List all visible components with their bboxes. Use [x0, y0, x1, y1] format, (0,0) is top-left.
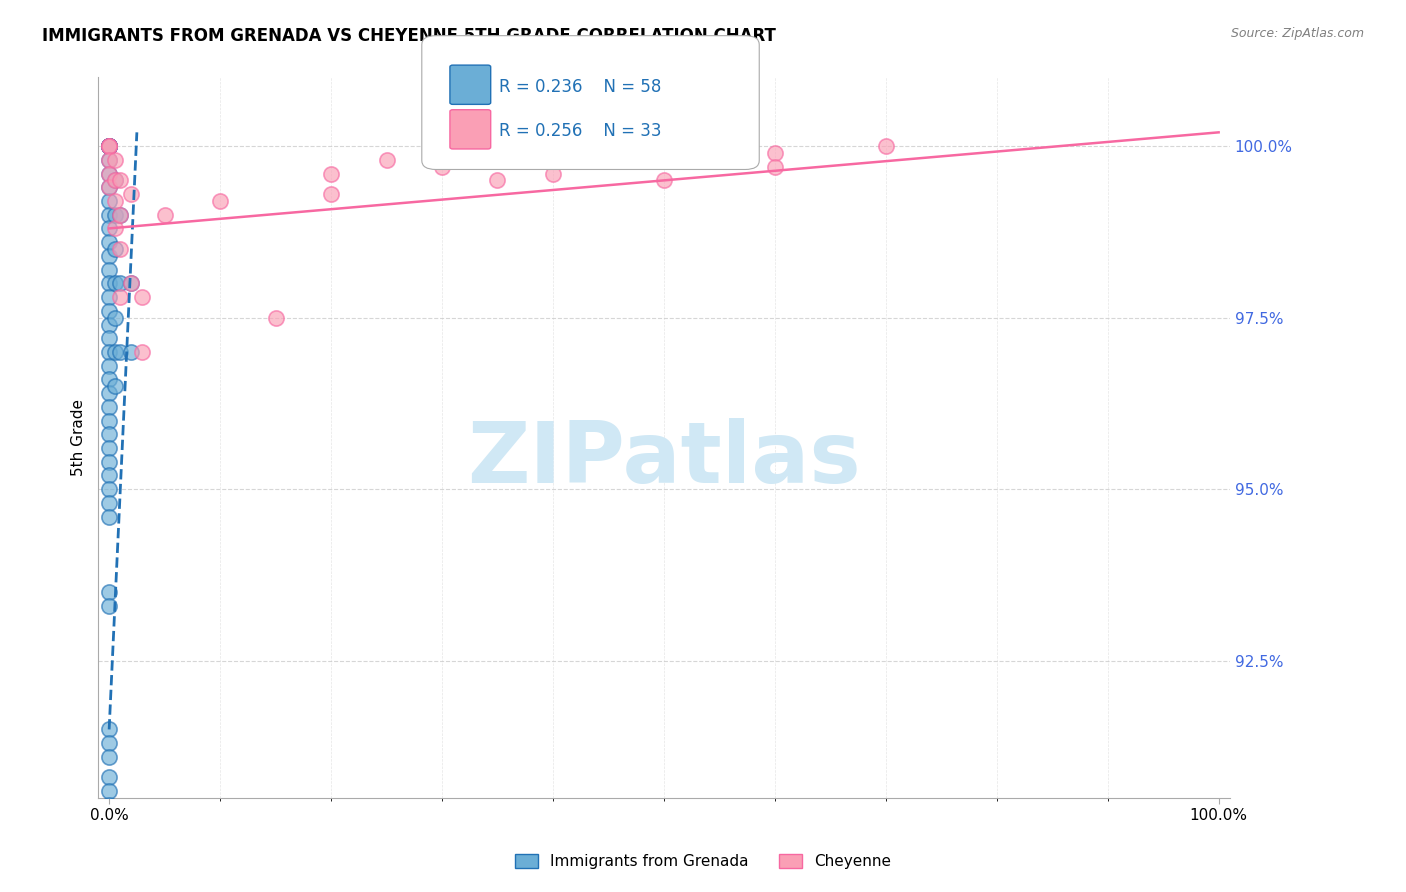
Point: [98, 468, 121, 483]
Point: [98, 139, 121, 153]
Point: [110, 290, 132, 304]
Point: [104, 153, 127, 167]
Point: [652, 173, 675, 187]
Point: [104, 277, 127, 291]
Point: [120, 277, 142, 291]
Point: [104, 310, 127, 325]
Y-axis label: 5th Grade: 5th Grade: [72, 400, 86, 476]
Point: [98, 441, 121, 455]
Point: [104, 379, 127, 393]
Point: [110, 345, 132, 359]
Point: [486, 173, 509, 187]
Point: [98, 277, 121, 291]
Point: [763, 145, 786, 160]
Point: [264, 310, 287, 325]
Point: [153, 208, 176, 222]
Point: [98, 221, 121, 235]
Point: [98, 797, 121, 812]
Point: [98, 180, 121, 194]
Point: [110, 208, 132, 222]
Point: [98, 386, 121, 401]
Point: [98, 139, 121, 153]
Point: [98, 139, 121, 153]
Point: [98, 750, 121, 764]
Point: [98, 139, 121, 153]
Text: IMMIGRANTS FROM GRENADA VS CHEYENNE 5TH GRADE CORRELATION CHART: IMMIGRANTS FROM GRENADA VS CHEYENNE 5TH …: [42, 27, 776, 45]
Point: [430, 160, 453, 174]
Point: [104, 221, 127, 235]
Point: [209, 194, 232, 208]
Point: [98, 400, 121, 414]
Point: [98, 139, 121, 153]
Point: [98, 736, 121, 750]
Point: [104, 194, 127, 208]
Point: [98, 509, 121, 524]
Text: R = 0.256    N = 33: R = 0.256 N = 33: [499, 122, 662, 140]
Point: [98, 153, 121, 167]
Point: [98, 427, 121, 442]
Point: [319, 167, 342, 181]
Point: [98, 180, 121, 194]
Point: [104, 208, 127, 222]
Point: [98, 208, 121, 222]
Point: [98, 482, 121, 496]
Point: [104, 242, 127, 256]
Point: [104, 173, 127, 187]
Point: [98, 167, 121, 181]
Point: [98, 585, 121, 599]
Point: [541, 153, 564, 167]
Point: [98, 139, 121, 153]
Point: [98, 194, 121, 208]
Point: [98, 139, 121, 153]
Point: [110, 208, 132, 222]
Point: [98, 139, 121, 153]
Point: [110, 277, 132, 291]
Point: [98, 318, 121, 332]
Point: [98, 249, 121, 263]
Point: [98, 345, 121, 359]
Point: [98, 825, 121, 839]
Point: [120, 345, 142, 359]
Point: [98, 139, 121, 153]
Point: [98, 139, 121, 153]
Point: [98, 153, 121, 167]
Text: R = 0.236    N = 58: R = 0.236 N = 58: [499, 78, 661, 96]
Point: [319, 187, 342, 202]
Point: [98, 167, 121, 181]
Point: [98, 235, 121, 249]
Point: [104, 173, 127, 187]
Point: [98, 372, 121, 386]
Point: [763, 160, 786, 174]
Point: [98, 303, 121, 318]
Point: [98, 290, 121, 304]
Point: [541, 167, 564, 181]
Point: [652, 139, 675, 153]
Point: [98, 359, 121, 373]
Point: [120, 277, 142, 291]
Point: [98, 771, 121, 785]
Point: [98, 599, 121, 613]
Point: [98, 414, 121, 428]
Point: [98, 839, 121, 854]
Point: [131, 290, 153, 304]
Point: [110, 242, 132, 256]
Text: Source: ZipAtlas.com: Source: ZipAtlas.com: [1230, 27, 1364, 40]
Point: [875, 139, 897, 153]
Legend: Immigrants from Grenada, Cheyenne: Immigrants from Grenada, Cheyenne: [509, 848, 897, 875]
Point: [98, 812, 121, 826]
Point: [98, 331, 121, 345]
Point: [98, 853, 121, 867]
Text: ZIPatlas: ZIPatlas: [467, 417, 860, 501]
Point: [104, 345, 127, 359]
Point: [120, 187, 142, 202]
Point: [110, 173, 132, 187]
Point: [375, 153, 398, 167]
Point: [98, 262, 121, 277]
Point: [98, 723, 121, 737]
Point: [98, 784, 121, 798]
Point: [98, 455, 121, 469]
Point: [131, 345, 153, 359]
Point: [652, 153, 675, 167]
Point: [98, 496, 121, 510]
